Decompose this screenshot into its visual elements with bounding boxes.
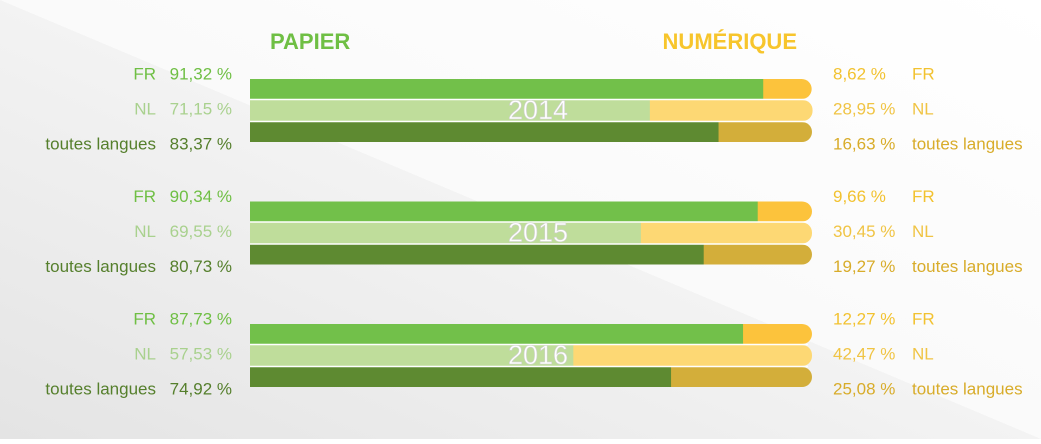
category-label: toutes langues: [45, 379, 156, 398]
value-label: 87,73 %: [170, 309, 232, 328]
category-label: NL: [134, 222, 156, 241]
category-label: NL: [912, 344, 934, 363]
category-label: NL: [912, 99, 934, 118]
value-label: 91,32 %: [170, 64, 232, 83]
bar-digital: [563, 345, 812, 366]
category-label: toutes langues: [45, 134, 156, 153]
category-label: NL: [134, 344, 156, 363]
legend-paper: PAPIER: [270, 29, 350, 54]
bar-digital: [753, 79, 812, 99]
value-label: 83,37 %: [170, 134, 232, 153]
value-label: 25,08 %: [833, 379, 895, 398]
value-label: 30,45 %: [833, 222, 895, 241]
bar-digital: [639, 100, 813, 121]
value-label: 16,63 %: [833, 134, 895, 153]
category-label: toutes langues: [912, 134, 1023, 153]
category-label: FR: [133, 309, 156, 328]
year-label: 2014: [508, 95, 568, 125]
bar-digital: [630, 222, 812, 244]
category-label: FR: [912, 309, 935, 328]
bar-digital: [661, 367, 812, 387]
value-label: 42,47 %: [833, 344, 895, 363]
bar-digital: [693, 244, 812, 265]
value-label: 28,95 %: [833, 99, 895, 118]
category-label: FR: [133, 187, 156, 206]
bar-paper: [250, 244, 704, 265]
bar-paper: [250, 122, 719, 142]
year-label: 2016: [508, 340, 568, 370]
category-label: NL: [134, 99, 156, 118]
value-label: 80,73 %: [170, 257, 232, 276]
category-label: toutes langues: [45, 257, 156, 276]
value-label: 12,27 %: [833, 309, 895, 328]
year-label: 2015: [508, 218, 568, 248]
category-label: toutes langues: [912, 379, 1023, 398]
value-label: 8,62 %: [833, 64, 886, 83]
value-label: 57,53 %: [170, 344, 232, 363]
bar-paper: [250, 324, 744, 344]
category-label: FR: [912, 64, 935, 83]
value-label: 74,92 %: [170, 379, 232, 398]
value-label: 71,15 %: [170, 99, 232, 118]
category-label: FR: [912, 187, 935, 206]
bar-digital: [747, 201, 812, 222]
bar-digital: [733, 324, 812, 344]
bar-digital: [708, 122, 812, 142]
bar-paper: [250, 201, 758, 222]
bar-paper: [250, 367, 672, 387]
legend-digital: NUMÉRIQUE: [663, 29, 797, 54]
bar-paper: [250, 79, 764, 99]
bar-paper: [250, 100, 650, 121]
category-label: NL: [912, 222, 934, 241]
bar-paper: [250, 222, 641, 244]
category-label: toutes langues: [912, 257, 1023, 276]
value-label: 9,66 %: [833, 187, 886, 206]
bar-paper: [250, 345, 574, 366]
value-label: 90,34 %: [170, 187, 232, 206]
category-label: FR: [133, 64, 156, 83]
value-label: 69,55 %: [170, 222, 232, 241]
value-label: 19,27 %: [833, 257, 895, 276]
